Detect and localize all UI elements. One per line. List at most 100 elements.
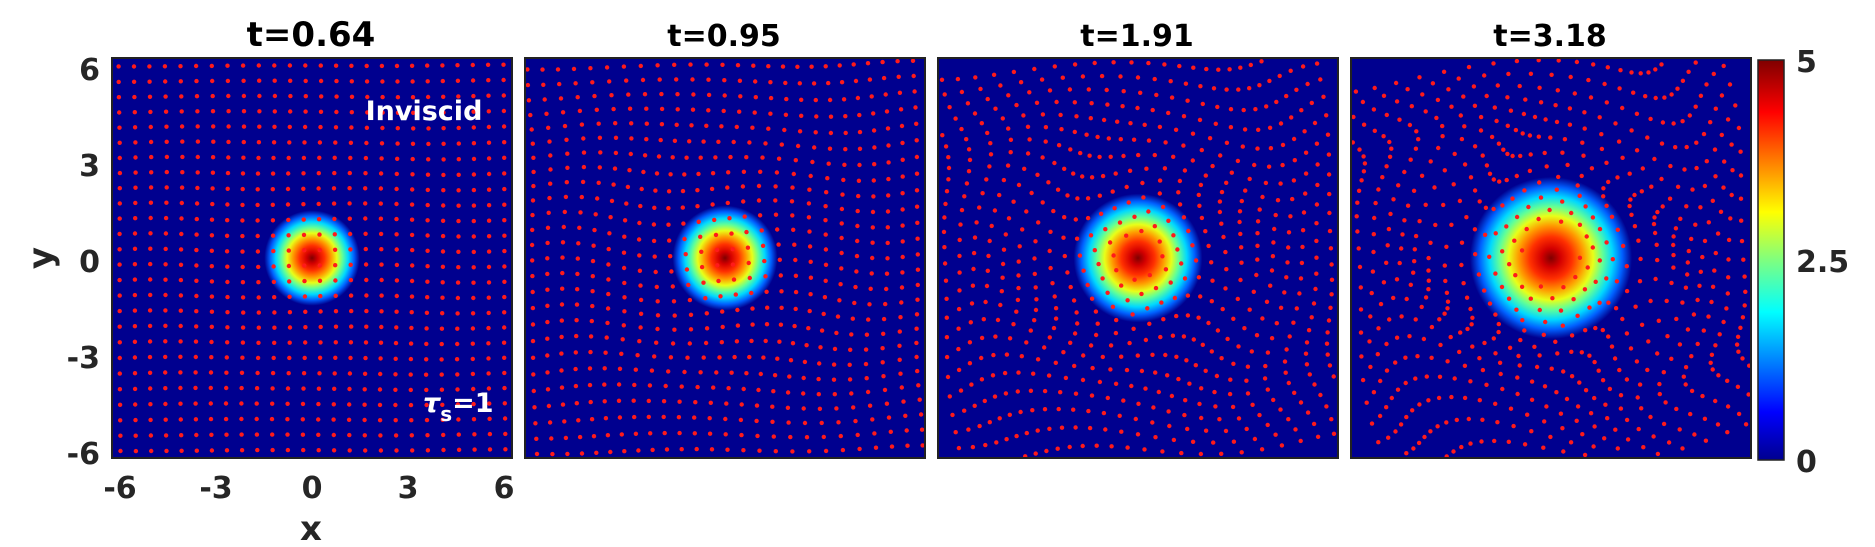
particle <box>256 325 261 330</box>
particle <box>1267 78 1272 84</box>
particle <box>225 264 230 269</box>
particle <box>1549 366 1554 371</box>
particle <box>1501 147 1506 152</box>
particle <box>348 355 353 361</box>
particle <box>1043 125 1049 130</box>
particle <box>1095 134 1100 140</box>
particle <box>1042 388 1048 394</box>
panel-title: t=0.95 <box>667 19 781 54</box>
particle <box>209 448 215 453</box>
particle <box>793 289 799 295</box>
particle <box>1613 306 1619 311</box>
particle <box>364 63 369 69</box>
particle <box>117 387 123 392</box>
particle <box>1204 66 1209 72</box>
particle <box>545 370 550 375</box>
particle <box>1150 352 1155 357</box>
particle <box>1028 388 1034 393</box>
particle <box>669 269 674 274</box>
particle <box>547 420 553 425</box>
particle <box>1318 77 1323 82</box>
particle <box>674 77 679 82</box>
particle <box>1368 364 1373 370</box>
particle <box>587 382 593 388</box>
particle <box>1482 232 1488 237</box>
particle <box>1179 450 1184 456</box>
particle <box>589 417 595 422</box>
particle <box>1666 440 1672 445</box>
particle <box>840 192 845 197</box>
particle <box>1212 389 1217 395</box>
particle <box>394 262 400 268</box>
particle <box>377 387 383 392</box>
particle <box>967 340 973 345</box>
particle <box>839 206 845 212</box>
particle <box>333 340 338 345</box>
particle <box>1472 227 1478 232</box>
particle <box>440 402 445 407</box>
particle <box>546 210 551 215</box>
particle <box>626 92 631 97</box>
particle <box>1500 249 1505 254</box>
particle <box>576 241 581 246</box>
particle <box>956 306 962 312</box>
particle <box>1126 200 1131 205</box>
particle <box>1601 194 1606 199</box>
particle <box>240 202 245 208</box>
particle <box>1050 281 1055 286</box>
particle <box>528 112 533 118</box>
particle <box>1231 439 1237 444</box>
particle <box>872 162 877 167</box>
particle <box>1544 164 1549 169</box>
particle <box>915 252 920 257</box>
particle <box>1162 62 1167 67</box>
particle <box>1468 306 1473 312</box>
particle <box>666 189 672 194</box>
particle <box>754 418 759 424</box>
particle <box>587 366 593 371</box>
particle <box>545 353 550 358</box>
particle <box>1387 317 1392 322</box>
particle <box>116 64 121 69</box>
particle <box>439 372 444 377</box>
particle <box>117 340 123 345</box>
particle <box>653 269 658 275</box>
particle <box>178 308 183 313</box>
particle <box>821 434 826 440</box>
particle <box>132 110 137 115</box>
particle <box>548 181 553 186</box>
particle <box>363 231 368 236</box>
particle <box>774 170 780 175</box>
particle <box>823 262 829 267</box>
particle <box>687 139 692 144</box>
particle <box>1702 238 1708 244</box>
particle <box>1583 328 1588 333</box>
particle <box>1555 351 1560 356</box>
particle <box>704 123 709 128</box>
particle <box>486 371 491 376</box>
particle <box>1173 127 1179 132</box>
particle <box>1162 166 1168 171</box>
particle <box>332 170 337 176</box>
particle <box>640 77 646 83</box>
particle <box>1491 336 1497 341</box>
particle <box>969 301 975 306</box>
particle <box>148 292 153 298</box>
particle <box>1568 74 1573 80</box>
particle <box>287 63 293 68</box>
particle <box>1522 328 1527 333</box>
colorbar-bar <box>1757 59 1785 461</box>
particle <box>699 249 704 254</box>
particle <box>1197 203 1202 208</box>
particle <box>456 218 461 224</box>
particle <box>1516 353 1521 359</box>
particle <box>1014 433 1019 439</box>
particle <box>1278 181 1283 186</box>
particle <box>1411 270 1416 275</box>
particle <box>1587 353 1592 358</box>
particle <box>811 81 817 86</box>
particle <box>716 278 721 284</box>
particle <box>486 140 492 145</box>
particle <box>224 448 230 453</box>
particle <box>747 354 752 360</box>
